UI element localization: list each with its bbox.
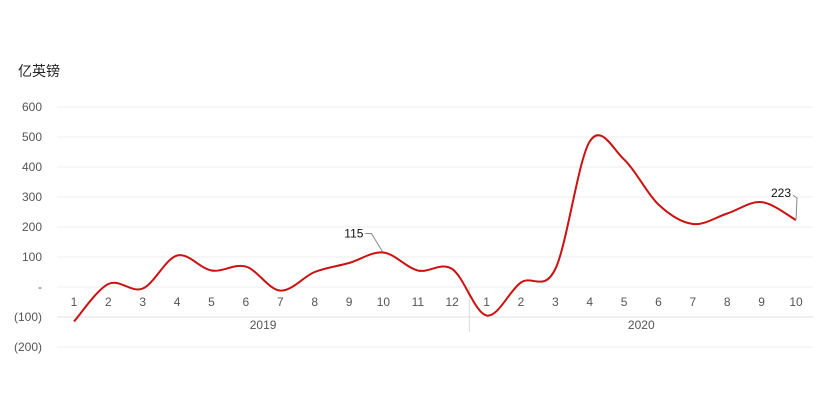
x-tick-label: 12 xyxy=(446,295,460,309)
y-tick-label: 100 xyxy=(22,250,42,264)
x-tick-label: 7 xyxy=(690,295,697,309)
series-line xyxy=(73,134,797,323)
x-tick-label: 9 xyxy=(346,295,353,309)
y-tick-label: 400 xyxy=(22,160,42,174)
y-tick-label: 600 xyxy=(22,100,42,114)
x-tick-label: 2 xyxy=(518,295,525,309)
group-label: 2019 xyxy=(250,318,277,332)
x-tick-label: 9 xyxy=(758,295,765,309)
x-tick-label: 5 xyxy=(621,295,628,309)
y-tick-label: - xyxy=(38,280,42,294)
x-tick-label: 2 xyxy=(105,295,112,309)
x-tick-label: 7 xyxy=(277,295,284,309)
data-label-223: 223 xyxy=(771,186,791,200)
data-label-115: 115 xyxy=(344,227,363,241)
x-tick-label: 10 xyxy=(789,295,803,309)
x-tick-label: 6 xyxy=(243,295,250,309)
x-tick-label: 10 xyxy=(377,295,391,309)
x-tick-label: 5 xyxy=(208,295,215,309)
x-tick-label: 1 xyxy=(71,295,78,309)
y-tick-label: 500 xyxy=(22,130,42,144)
group-label: 2020 xyxy=(628,318,655,332)
annotation-leader xyxy=(792,194,798,221)
annotation-leader xyxy=(365,233,383,252)
x-tick-label: 4 xyxy=(174,295,181,309)
x-tick-label: 8 xyxy=(311,295,318,309)
x-tick-label: 8 xyxy=(724,295,731,309)
y-tick-label: 200 xyxy=(22,220,42,234)
y-unit-label: 亿英镑 xyxy=(18,64,60,80)
x-tick-label: 3 xyxy=(552,295,559,309)
x-tick-label: 11 xyxy=(412,295,425,309)
x-tick-label: 4 xyxy=(586,295,593,309)
x-tick-label: 6 xyxy=(655,295,662,309)
y-tick-label: (200) xyxy=(14,340,42,354)
y-tick-label: (100) xyxy=(14,310,42,324)
y-tick-label: 300 xyxy=(22,190,42,204)
x-tick-label: 3 xyxy=(139,295,146,309)
x-tick-label: 1 xyxy=(483,295,490,309)
